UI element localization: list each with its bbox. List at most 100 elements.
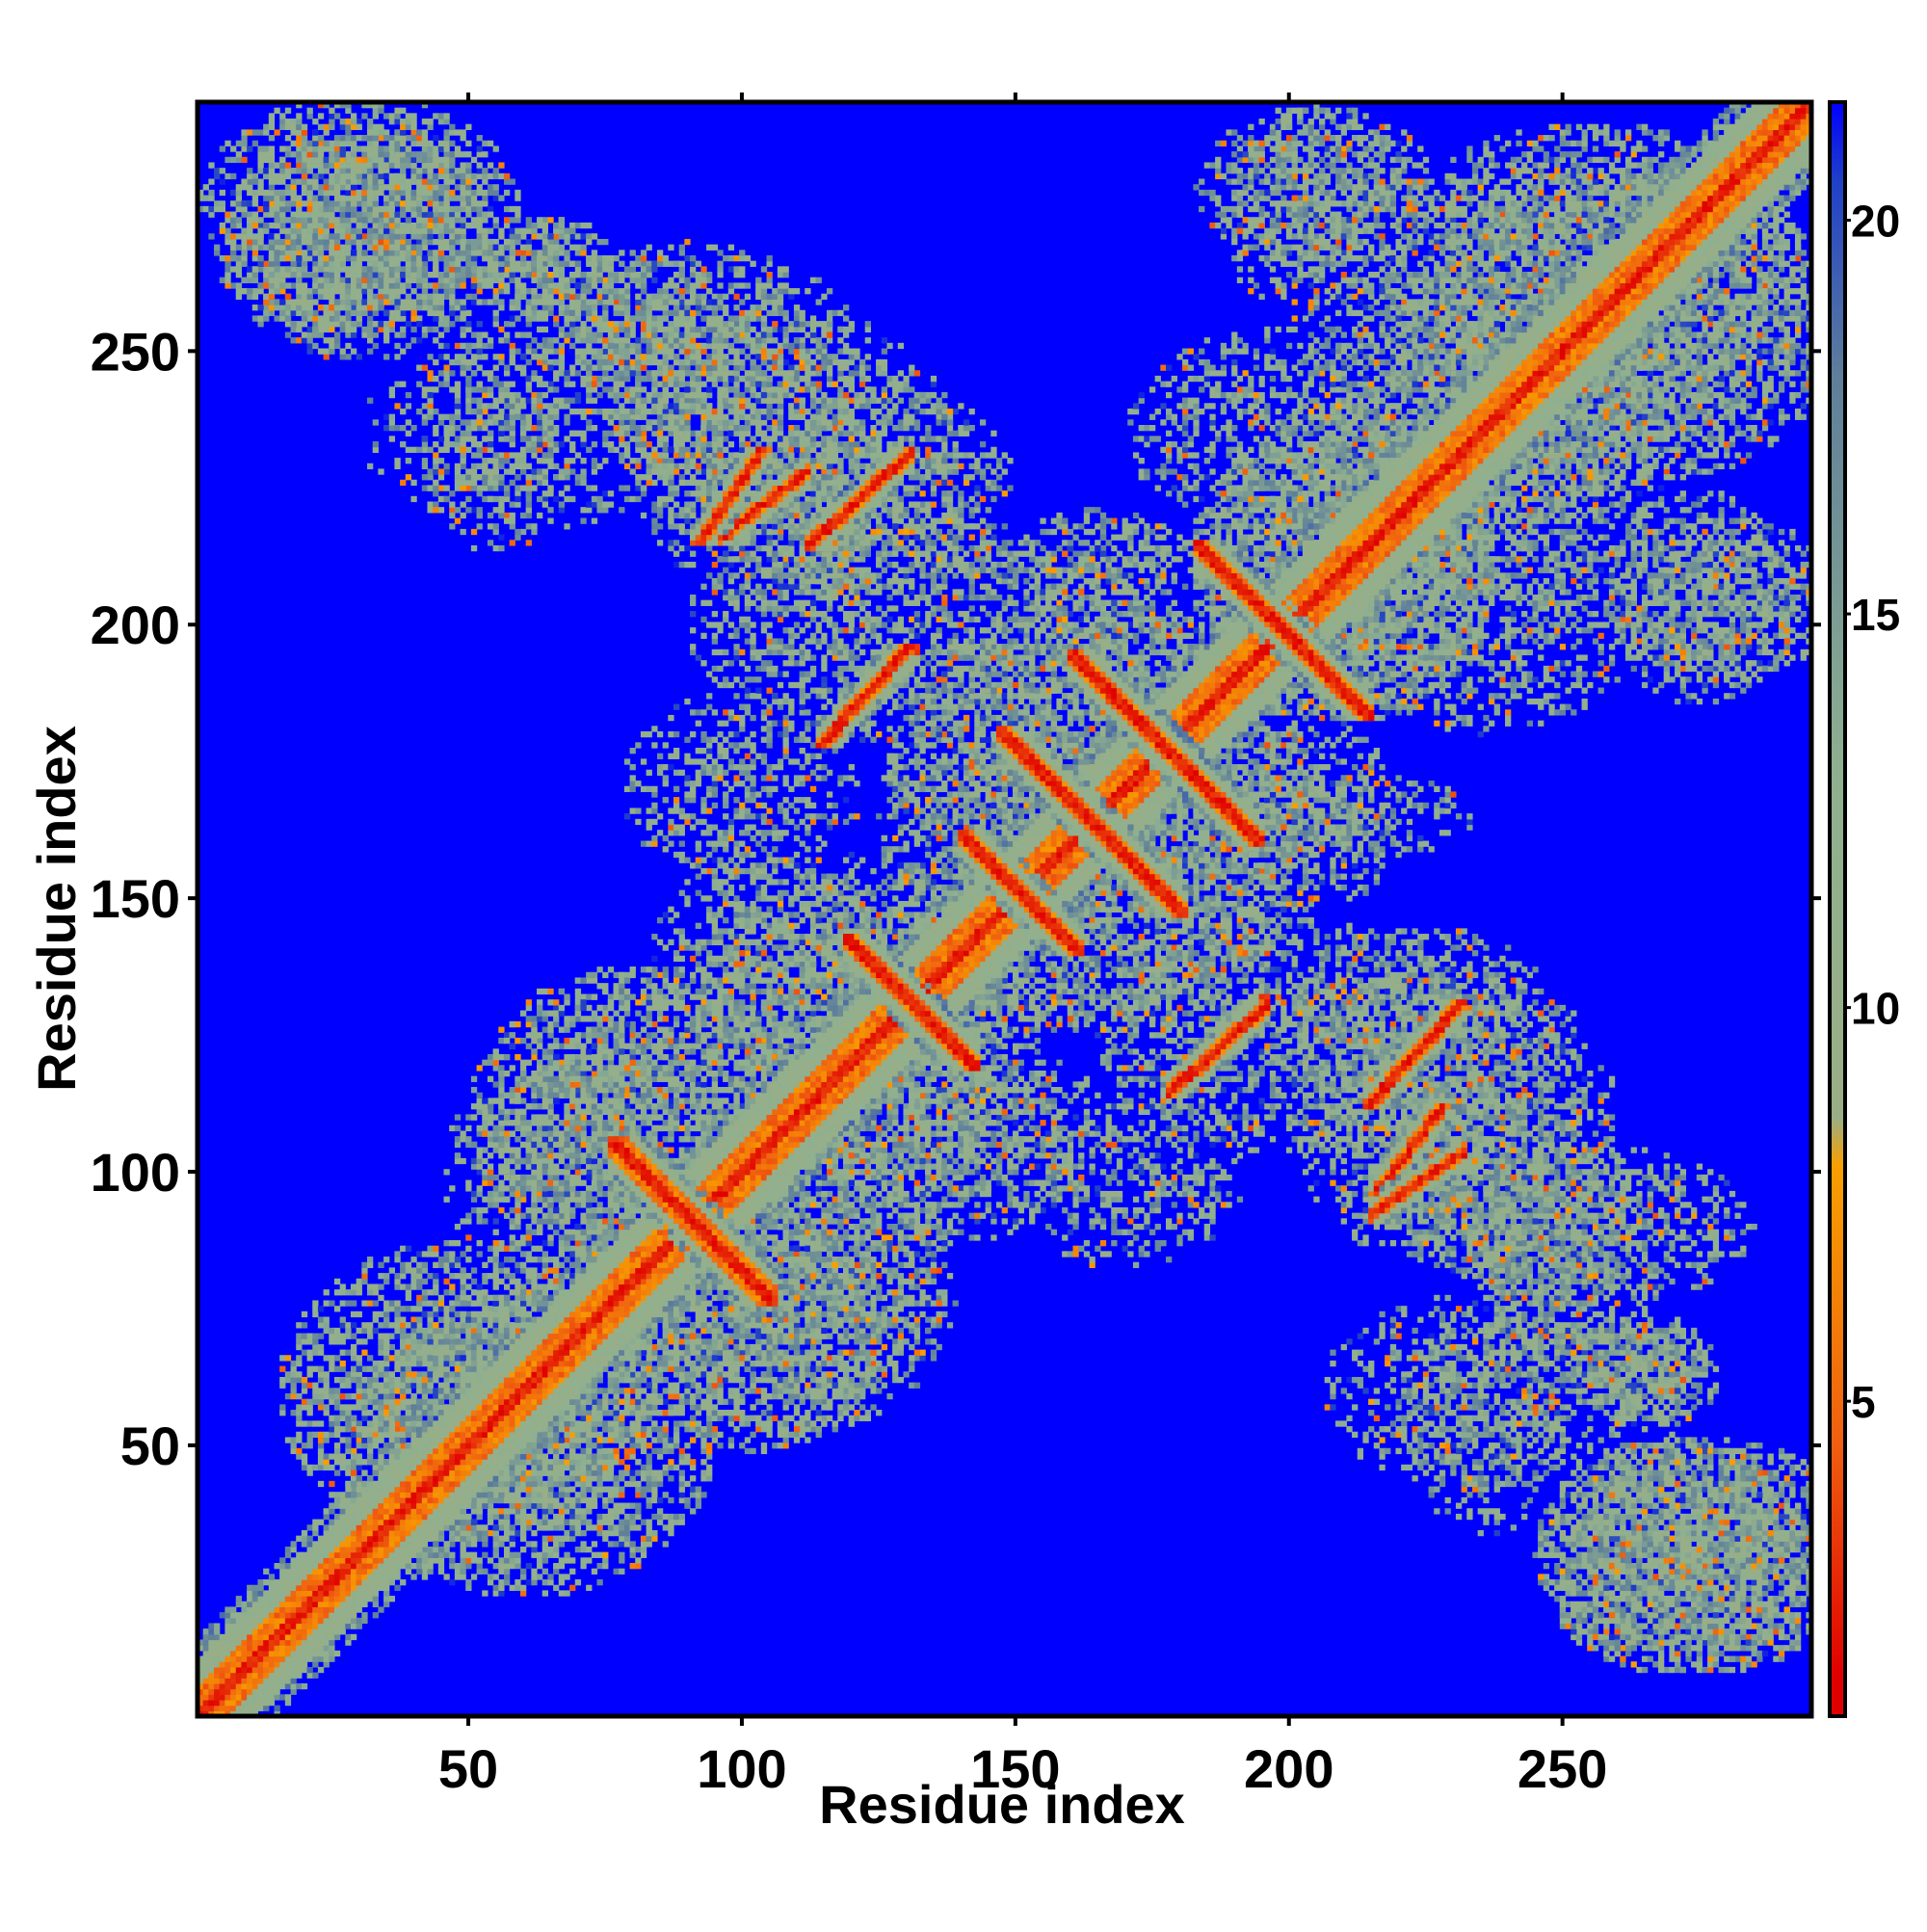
heatmap-cell (1581, 1535, 1588, 1542)
heatmap-cell (1001, 468, 1008, 475)
heatmap-cell (416, 266, 423, 273)
heatmap-cell (1783, 1513, 1790, 1521)
heatmap-cell (1696, 1365, 1703, 1372)
heatmap-cell (333, 342, 341, 350)
heatmap-cell (1641, 1513, 1649, 1521)
heatmap-cell (859, 534, 866, 541)
heatmap-cell (913, 550, 921, 557)
heatmap-cell (936, 413, 942, 420)
heatmap-cell (372, 331, 379, 338)
heatmap-cell (1581, 1519, 1588, 1525)
heatmap-cell (990, 468, 997, 475)
heatmap-cell (1559, 1617, 1567, 1625)
heatmap-cell (274, 205, 280, 213)
heatmap-cell (1685, 1393, 1692, 1400)
heatmap-cell (1346, 971, 1353, 979)
heatmap-cell (711, 436, 719, 442)
heatmap-cell (558, 244, 566, 251)
heatmap-cell (1559, 1480, 1567, 1488)
heatmap-cell (1592, 1584, 1599, 1592)
heatmap-cell (476, 277, 483, 283)
heatmap-cell (329, 172, 335, 180)
heatmap-cell (1559, 1486, 1567, 1493)
heatmap-cell (345, 162, 352, 169)
heatmap-cell (405, 244, 412, 251)
heatmap-cell (1379, 1108, 1386, 1116)
heatmap-cell (312, 309, 319, 317)
heatmap-cell (656, 413, 664, 420)
heatmap-cell (646, 331, 652, 338)
heatmap-cell (968, 474, 975, 481)
heatmap-cell (1461, 1103, 1467, 1110)
heatmap-cell (821, 485, 828, 491)
heatmap-cell (1565, 1343, 1571, 1351)
heatmap-cell (727, 403, 735, 410)
heatmap-cell (1620, 1628, 1626, 1635)
heatmap-cell (1428, 993, 1435, 1000)
heatmap-cell (952, 458, 959, 464)
heatmap-cell (1521, 1234, 1528, 1241)
heatmap-cell (1636, 1519, 1643, 1525)
heatmap-cell (329, 326, 335, 333)
heatmap-cell (711, 446, 719, 453)
heatmap-cell (668, 474, 674, 481)
heatmap-cell (367, 260, 374, 267)
heatmap-cell (1543, 1316, 1550, 1323)
heatmap-cell (1729, 1464, 1736, 1471)
heatmap-cell (1734, 1655, 1741, 1662)
heatmap-cell (1417, 999, 1424, 1006)
heatmap-cell (684, 321, 691, 328)
heatmap-cell (1630, 1415, 1637, 1421)
heatmap-cell (1658, 1623, 1665, 1629)
heatmap-cell (1554, 1306, 1561, 1312)
heatmap-cell (1395, 1130, 1402, 1137)
heatmap-cell (619, 370, 625, 377)
heatmap-cell (968, 495, 975, 503)
heatmap-cell (367, 178, 374, 185)
heatmap-cell (1658, 1475, 1665, 1482)
heatmap-cell (1658, 1492, 1665, 1498)
heatmap-cell (1559, 1584, 1567, 1592)
heatmap-cell (1647, 1333, 1653, 1339)
heatmap-cell (1724, 1655, 1730, 1662)
heatmap-cell (903, 490, 910, 497)
heatmap-cell (1543, 1202, 1550, 1208)
heatmap-cell (821, 458, 828, 464)
heatmap-cell (1608, 1579, 1616, 1586)
heatmap-cell (760, 375, 768, 383)
heatmap-cell (772, 463, 779, 470)
heatmap-cell (1740, 1486, 1747, 1493)
heatmap-cell (329, 146, 335, 152)
heatmap-cell (876, 452, 883, 459)
heatmap-cell (1532, 1316, 1539, 1323)
heatmap-cell (492, 299, 499, 305)
heatmap-cell (564, 260, 570, 267)
heatmap-cell (1510, 1273, 1517, 1280)
heatmap-cell (1592, 1628, 1599, 1635)
heatmap-cell (985, 463, 991, 470)
heatmap-cell (848, 430, 855, 437)
heatmap-cell (317, 321, 325, 328)
heatmap-cell (1489, 1185, 1495, 1192)
heatmap-cell (301, 337, 308, 344)
heatmap-cell (1493, 1322, 1500, 1329)
heatmap-cell (952, 408, 959, 415)
heatmap-cell (1734, 1459, 1741, 1466)
heatmap-cell (1450, 1223, 1457, 1231)
heatmap-cell (498, 304, 505, 311)
heatmap-cell (1575, 1130, 1583, 1137)
heatmap-cell (640, 299, 647, 305)
heatmap-cell (1428, 1251, 1435, 1257)
heatmap-cell (345, 151, 352, 158)
heatmap-cell (1652, 1447, 1659, 1455)
heatmap-cell (1652, 1519, 1659, 1525)
heatmap-cell (400, 238, 407, 246)
heatmap-cell (372, 309, 379, 317)
heatmap-cell (1641, 1666, 1649, 1674)
heatmap-cell (1767, 1579, 1774, 1586)
heatmap-cell (859, 381, 866, 387)
heatmap-cell (400, 266, 407, 273)
heatmap-cell (454, 315, 462, 322)
heatmap-cell (700, 441, 707, 448)
heatmap-cell (1756, 1623, 1763, 1629)
